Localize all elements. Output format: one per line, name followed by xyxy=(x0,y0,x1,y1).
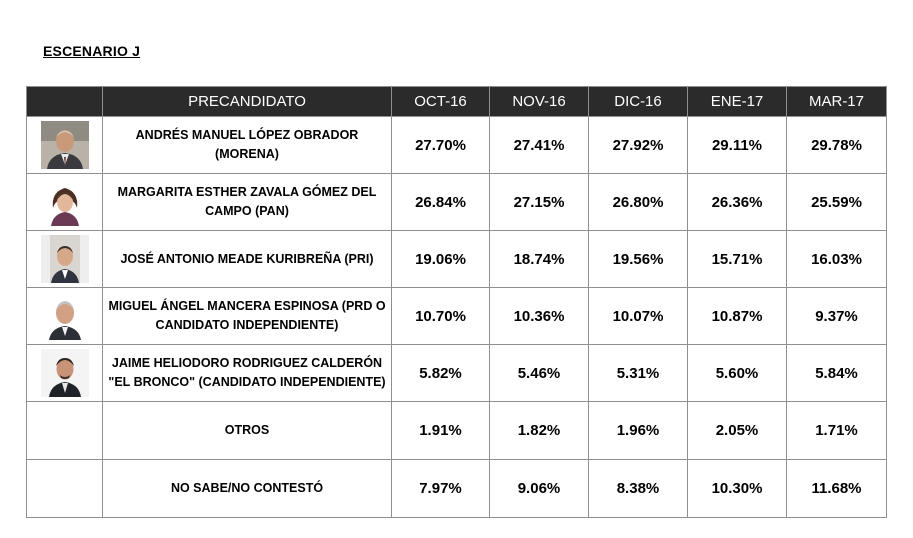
value-oct-16: 10.70% xyxy=(391,287,490,345)
value-nov-16: 1.82% xyxy=(489,401,589,460)
candidate-photo xyxy=(40,349,89,397)
candidate-name: MIGUEL ÁNGEL MANCERA ESPINOSA (PRD O CAN… xyxy=(102,287,392,345)
photo-cell xyxy=(26,230,103,288)
value-nov-16: 5.46% xyxy=(489,344,589,402)
value-nov-16: 9.06% xyxy=(489,459,589,518)
table-header-row: PRECANDIDATO OCT-16 NOV-16 DIC-16 ENE-17… xyxy=(26,86,887,117)
table-row: OTROS 1.91% 1.82% 1.96% 2.05% 1.71% xyxy=(26,401,887,460)
value-mar-17: 9.37% xyxy=(786,287,887,345)
value-oct-16: 26.84% xyxy=(391,173,490,231)
value-dic-16: 8.38% xyxy=(588,459,688,518)
value-oct-16: 1.91% xyxy=(391,401,490,460)
candidate-name: JAIME HELIODORO RODRIGUEZ CALDERÓN "EL B… xyxy=(102,344,392,402)
table-row: ANDRÉS MANUEL LÓPEZ OBRADOR (MORENA) 27.… xyxy=(26,116,887,174)
photo-cell xyxy=(26,116,103,174)
value-oct-16: 5.82% xyxy=(391,344,490,402)
photo-cell xyxy=(26,173,103,231)
table-row: JAIME HELIODORO RODRIGUEZ CALDERÓN "EL B… xyxy=(26,344,887,402)
value-dic-16: 5.31% xyxy=(588,344,688,402)
value-oct-16: 7.97% xyxy=(391,459,490,518)
candidate-photo xyxy=(40,178,89,226)
table-row: NO SABE/NO CONTESTÓ 7.97% 9.06% 8.38% 10… xyxy=(26,459,887,518)
value-dic-16: 10.07% xyxy=(588,287,688,345)
value-dic-16: 1.96% xyxy=(588,401,688,460)
value-nov-16: 27.41% xyxy=(489,116,589,174)
value-ene-17: 10.30% xyxy=(687,459,787,518)
value-ene-17: 2.05% xyxy=(687,401,787,460)
value-nov-16: 10.36% xyxy=(489,287,589,345)
value-ene-17: 26.36% xyxy=(687,173,787,231)
header-mar-17: MAR-17 xyxy=(786,86,887,117)
header-photo xyxy=(26,86,103,117)
value-oct-16: 19.06% xyxy=(391,230,490,288)
candidate-name: NO SABE/NO CONTESTÓ xyxy=(102,459,392,518)
candidate-name: OTROS xyxy=(102,401,392,460)
value-nov-16: 18.74% xyxy=(489,230,589,288)
photo-cell xyxy=(26,287,103,345)
photo-cell xyxy=(26,459,103,518)
header-dic-16: DIC-16 xyxy=(588,86,688,117)
candidate-photo xyxy=(40,121,89,169)
value-mar-17: 29.78% xyxy=(786,116,887,174)
photo-cell xyxy=(26,344,103,402)
value-ene-17: 29.11% xyxy=(687,116,787,174)
table-row: MARGARITA ESTHER ZAVALA GÓMEZ DEL CAMPO … xyxy=(26,173,887,231)
candidate-photo xyxy=(40,235,89,283)
candidate-photo xyxy=(40,292,89,340)
poll-table: PRECANDIDATO OCT-16 NOV-16 DIC-16 ENE-17… xyxy=(26,86,887,518)
header-ene-17: ENE-17 xyxy=(687,86,787,117)
value-dic-16: 27.92% xyxy=(588,116,688,174)
value-dic-16: 19.56% xyxy=(588,230,688,288)
value-mar-17: 16.03% xyxy=(786,230,887,288)
value-mar-17: 5.84% xyxy=(786,344,887,402)
header-oct-16: OCT-16 xyxy=(391,86,490,117)
header-candidate: PRECANDIDATO xyxy=(102,86,392,117)
value-mar-17: 11.68% xyxy=(786,459,887,518)
value-mar-17: 1.71% xyxy=(786,401,887,460)
photo-cell xyxy=(26,401,103,460)
table-row: MIGUEL ÁNGEL MANCERA ESPINOSA (PRD O CAN… xyxy=(26,287,887,345)
value-mar-17: 25.59% xyxy=(786,173,887,231)
table-row: JOSÉ ANTONIO MEADE KURIBREÑA (PRI) 19.06… xyxy=(26,230,887,288)
candidate-name: MARGARITA ESTHER ZAVALA GÓMEZ DEL CAMPO … xyxy=(102,173,392,231)
value-ene-17: 15.71% xyxy=(687,230,787,288)
value-oct-16: 27.70% xyxy=(391,116,490,174)
value-ene-17: 10.87% xyxy=(687,287,787,345)
candidate-name: ANDRÉS MANUEL LÓPEZ OBRADOR (MORENA) xyxy=(102,116,392,174)
candidate-name: JOSÉ ANTONIO MEADE KURIBREÑA (PRI) xyxy=(102,230,392,288)
value-ene-17: 5.60% xyxy=(687,344,787,402)
page-title: ESCENARIO J xyxy=(43,43,141,59)
header-nov-16: NOV-16 xyxy=(489,86,589,117)
value-nov-16: 27.15% xyxy=(489,173,589,231)
value-dic-16: 26.80% xyxy=(588,173,688,231)
